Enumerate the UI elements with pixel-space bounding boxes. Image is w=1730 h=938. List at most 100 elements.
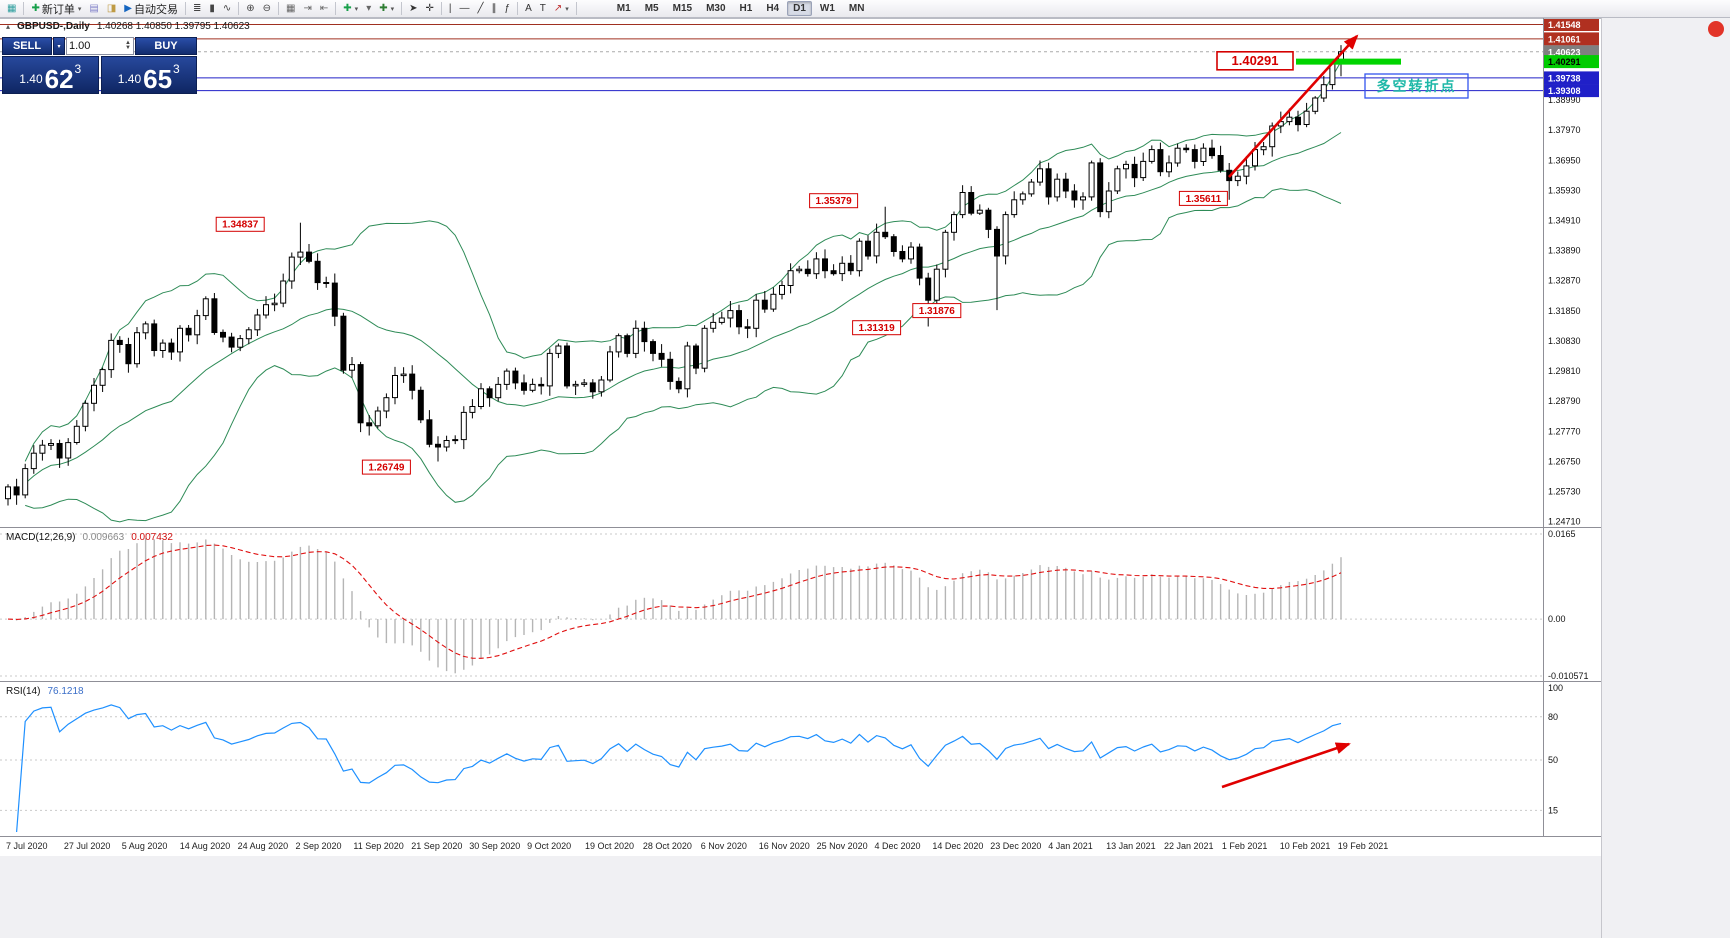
timeframe-m15[interactable]: M15 — [667, 1, 698, 16]
indicators-icon[interactable]: ✚ ▾ — [375, 1, 398, 17]
timeframe-m30[interactable]: M30 — [700, 1, 731, 16]
new-chart-icon[interactable]: ✚ ▾ — [339, 1, 362, 17]
candle-body — [564, 345, 570, 387]
trend-arrow[interactable] — [1228, 34, 1359, 178]
price-annotation-box[interactable] — [912, 303, 962, 319]
collapse-trade-panel-icon[interactable]: ▴ — [6, 22, 11, 31]
candle-body — [1312, 97, 1319, 112]
arrows-tool-icon[interactable]: ↗ ▾ — [550, 1, 573, 17]
arrows-tool-icon-dropdown-icon[interactable]: ▾ — [565, 5, 569, 13]
rsi-axis-label: 15 — [1548, 805, 1558, 815]
ask-price[interactable]: 1.40 65 3 — [100, 56, 197, 94]
vertical-line-icon[interactable]: | — [445, 1, 456, 17]
zoom-in-icon[interactable]: ⊕ — [242, 1, 258, 17]
autotrade-button[interactable]: ▶ 自动交易 — [120, 1, 182, 17]
buy-button[interactable]: BUY — [135, 37, 197, 55]
candle-body — [1191, 149, 1198, 162]
label-tool-icon: T — [539, 2, 546, 14]
volume-input[interactable]: 1.00 ▲ ▼ — [66, 37, 134, 55]
tile-windows-icon[interactable]: ▦ — [282, 1, 299, 17]
timeframe-d1[interactable]: D1 — [787, 1, 812, 16]
candle-body — [134, 332, 140, 365]
candle-body — [951, 214, 957, 233]
price-annotation-box[interactable] — [809, 193, 859, 209]
candle-body — [1097, 162, 1104, 213]
ask-price-big: 65 — [143, 63, 173, 94]
line-chart-icon[interactable]: ∿ — [219, 1, 235, 17]
trend-arrow[interactable] — [1221, 742, 1351, 789]
toolbar-icons: ▦ ✚ 新订单 ▾ ▤ ◨ ▶ 自动交易 ≣ ▮ ∿ ⊕ ⊖ ▦ ⇥ ⇤ ✚ ▾ ▾ ✚ ▾ ➤ ✛ | ― ╱ ∥ ƒ A T ↗ ▾ — [3, 0, 580, 18]
fibonacci-icon[interactable]: ƒ — [501, 1, 515, 17]
zoom-out-icon[interactable]: ⊖ — [259, 1, 275, 17]
price-annotation-box[interactable] — [1216, 50, 1294, 71]
timeframe-w1[interactable]: W1 — [814, 1, 841, 16]
candle-body — [899, 251, 906, 260]
timeframe-m5[interactable]: M5 — [639, 1, 665, 16]
candle-body — [546, 352, 553, 387]
chart-window-icon[interactable]: ▦ — [3, 1, 20, 17]
price-annotation-label[interactable]: 1.31319 — [859, 323, 896, 334]
price-annotation-label[interactable]: 1.31876 — [919, 306, 956, 317]
cursor-icon[interactable]: ➤ — [405, 1, 421, 17]
text-tool-icon[interactable]: A — [521, 1, 536, 17]
candle-body — [254, 314, 261, 331]
timeframe-m1[interactable]: M1 — [611, 1, 637, 16]
chart-shift-icon[interactable]: ⇤ — [316, 1, 332, 17]
candle-body — [168, 342, 175, 353]
alert-icon[interactable] — [1708, 21, 1724, 37]
timeframe-h1[interactable]: H1 — [734, 1, 759, 16]
volume-up-icon[interactable]: ▲ — [125, 40, 131, 46]
price-level-box — [1544, 32, 1599, 46]
note-text[interactable]: 多空转折点 — [1377, 78, 1457, 94]
new-order-button-dropdown-icon[interactable]: ▾ — [77, 5, 82, 13]
toolbar-separator — [335, 2, 337, 15]
price-axis-label: 1.24710 — [1548, 517, 1581, 527]
price-annotation-box[interactable] — [361, 459, 411, 475]
open-charts-icon[interactable]: ◨ — [103, 1, 120, 17]
date-label: 10 Feb 2021 — [1280, 841, 1331, 851]
toolbar-separator — [517, 2, 519, 15]
indicators-icon-dropdown-icon[interactable]: ▾ — [390, 5, 395, 13]
candle-body — [684, 345, 691, 390]
price-annotation-label[interactable]: 1.35611 — [1186, 194, 1222, 205]
price-annotation-label[interactable]: 1.26749 — [368, 463, 405, 474]
price-annotation-label[interactable]: 1.35379 — [816, 196, 853, 207]
new-chart-icon-dropdown-icon[interactable]: ▾ — [354, 5, 359, 13]
volume-down-icon[interactable]: ▼ — [125, 45, 131, 51]
chart-screenshot-icon[interactable]: ▤ — [85, 1, 102, 17]
trendline-icon[interactable]: ╱ — [474, 1, 488, 17]
candle-body — [942, 231, 949, 270]
price-level-box — [1544, 84, 1599, 98]
label-tool-icon[interactable]: T — [536, 1, 550, 17]
candle-body — [1320, 84, 1327, 99]
horizontal-line-icon[interactable]: ― — [456, 1, 474, 17]
note-box[interactable] — [1364, 73, 1469, 99]
auto-scroll-icon[interactable]: ⇥ — [300, 1, 316, 17]
profiles-icon[interactable]: ▾ — [362, 1, 375, 17]
candle-body — [194, 315, 201, 336]
timeframe-h4[interactable]: H4 — [760, 1, 785, 16]
sell-button[interactable]: SELL — [2, 37, 52, 55]
crosshair-icon[interactable]: ✛ — [422, 1, 438, 17]
order-type-dropdown-icon[interactable]: ▾ — [53, 37, 65, 55]
bars-chart-icon[interactable]: ≣ — [189, 1, 205, 17]
price-annotation-box[interactable] — [852, 320, 902, 336]
volume-value[interactable]: 1.00 — [69, 40, 91, 52]
price-annotation-box[interactable] — [1178, 190, 1228, 206]
candle-body — [443, 440, 450, 448]
timeframe-mn[interactable]: MN — [843, 1, 871, 16]
channel-icon[interactable]: ∥ — [488, 1, 501, 17]
bid-price[interactable]: 1.40 62 3 — [2, 56, 99, 94]
bottom-gutter — [0, 856, 1601, 938]
price-annotation-label[interactable]: 1.34837 — [222, 220, 259, 231]
chart-screenshot-icon: ▤ — [89, 2, 99, 14]
volume-steppers[interactable]: ▲ ▼ — [125, 40, 131, 51]
candlestick-chart-icon[interactable]: ▮ — [205, 1, 219, 17]
price-annotation-box[interactable] — [215, 216, 265, 232]
candle-body — [736, 310, 742, 328]
candle-body — [916, 246, 923, 279]
new-order-button[interactable]: ✚ 新订单 ▾ — [27, 1, 85, 17]
price-annotation-label[interactable]: 1.40291 — [1232, 53, 1279, 68]
candle-body — [73, 425, 80, 443]
